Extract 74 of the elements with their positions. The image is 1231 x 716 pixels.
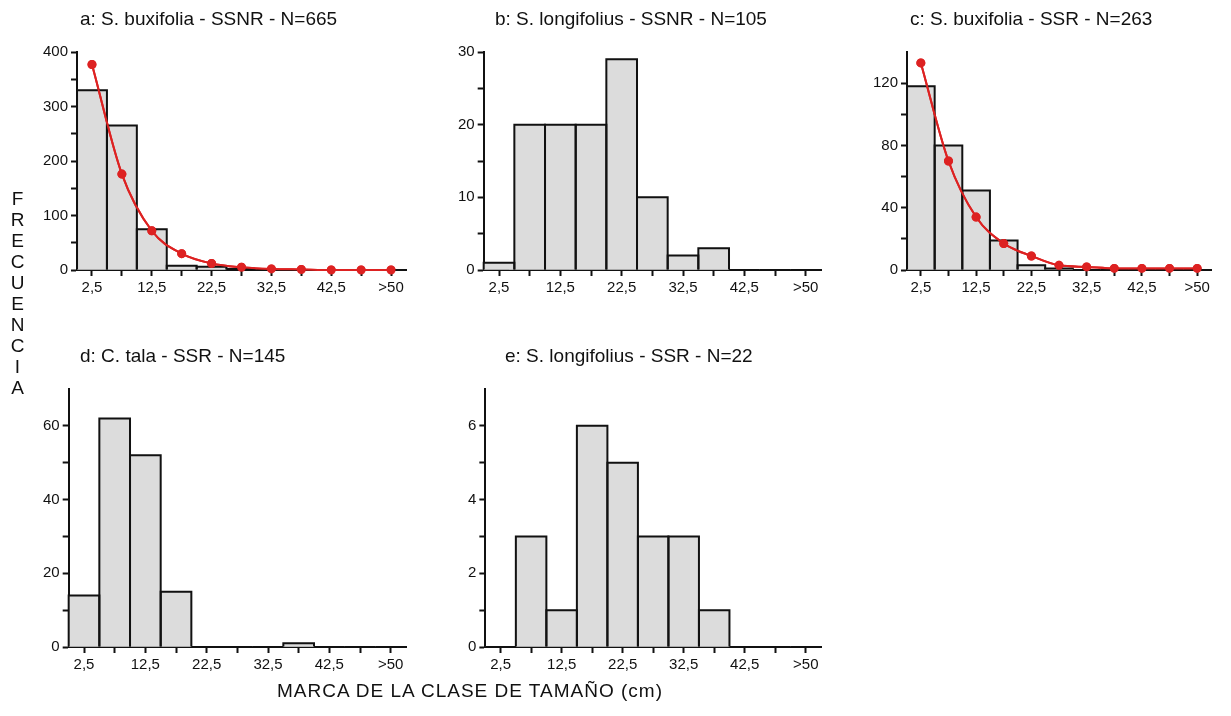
- x-axis-title: MARCA DE LA CLASE DE TAMAÑO (cm): [275, 680, 664, 702]
- y-tick-label: 0: [59, 260, 69, 278]
- x-tick-label: 42,5: [1127, 278, 1157, 296]
- point: [296, 264, 306, 274]
- point: [326, 265, 336, 275]
- y-tick-label: 2: [468, 563, 477, 581]
- y-tick-label: 10: [458, 187, 475, 205]
- x-tick-label: 2,5: [910, 278, 932, 296]
- x-tick-label: 42,5: [316, 278, 346, 296]
- x-tick-label: >50: [792, 278, 819, 296]
- y-tick-label: 300: [43, 96, 69, 114]
- point: [117, 169, 127, 179]
- y-tick-label: 20: [458, 114, 475, 132]
- x-tick-label: 22,5: [607, 278, 637, 296]
- x-tick-label: 2,5: [81, 278, 103, 296]
- x-tick-label: 22,5: [1016, 278, 1046, 296]
- x-tick-label: 32,5: [253, 655, 283, 673]
- x-tick-label: 2,5: [73, 655, 95, 673]
- point: [999, 239, 1009, 249]
- point: [207, 258, 217, 268]
- y-tick-label: 0: [468, 637, 477, 655]
- y-tick-label: 200: [43, 151, 69, 169]
- x-tick-label: 2,5: [490, 655, 512, 673]
- x-tick-label: 42,5: [729, 278, 759, 296]
- x-tick-label: 12,5: [130, 655, 160, 673]
- point: [1054, 260, 1064, 270]
- x-tick-label: 22,5: [197, 278, 227, 296]
- chart-title: e: S. longifolius - SSR - N=22: [505, 345, 753, 367]
- point: [356, 265, 366, 275]
- y-tick-label: 120: [873, 73, 899, 91]
- y-tick-label: 40: [43, 489, 60, 507]
- x-tick-label: 22,5: [608, 655, 638, 673]
- x-tick-label: >50: [1184, 278, 1210, 296]
- point: [1026, 251, 1036, 261]
- y-tick-label: 20: [43, 563, 60, 581]
- point: [943, 156, 953, 166]
- chart-title: a: S. buxifolia - SSNR - N=665: [80, 8, 338, 30]
- x-tick-label: 32,5: [669, 655, 699, 673]
- x-tick-label: 12,5: [547, 655, 577, 673]
- x-tick-label: 32,5: [668, 278, 698, 296]
- x-tick-label: 12,5: [961, 278, 991, 296]
- y-tick-label: 40: [881, 197, 899, 215]
- y-tick-label: 0: [51, 637, 60, 655]
- y-tick-label: 400: [43, 42, 69, 60]
- y-tick-label: 30: [458, 42, 475, 60]
- y-tick-label: 60: [43, 416, 60, 433]
- chart-title: b: S. longifolius - SSNR - N=105: [495, 8, 767, 30]
- x-tick-label: 12,5: [137, 278, 167, 296]
- point: [147, 226, 157, 236]
- chart-title: c: S. buxifolia - SSR - N=263: [910, 8, 1153, 30]
- x-tick-label: 32,5: [256, 278, 287, 296]
- x-tick-label: >50: [793, 655, 819, 673]
- y-tick-label: 4: [468, 489, 477, 507]
- chart-title: d: C. tala - SSR - N=145: [80, 345, 286, 367]
- x-tick-label: 42,5: [730, 655, 760, 673]
- point: [266, 264, 276, 274]
- y-tick-label: 0: [466, 260, 475, 278]
- y-tick-label: 100: [43, 205, 69, 223]
- point: [971, 212, 981, 222]
- point: [916, 58, 926, 68]
- y-tick-label: 6: [468, 416, 477, 433]
- x-tick-label: >50: [377, 655, 404, 673]
- y-axis-title: FRECUENCIA: [7, 188, 28, 398]
- point: [386, 265, 396, 275]
- point: [87, 60, 97, 70]
- x-tick-label: 2,5: [488, 278, 510, 296]
- x-tick-label: 32,5: [1072, 278, 1102, 296]
- y-tick-label: 0: [889, 260, 899, 278]
- x-tick-label: 42,5: [314, 655, 344, 673]
- x-tick-label: 12,5: [545, 278, 575, 296]
- y-tick-label: 80: [881, 135, 899, 153]
- x-tick-label: >50: [378, 278, 404, 296]
- point: [177, 249, 187, 259]
- x-tick-label: 22,5: [192, 655, 222, 673]
